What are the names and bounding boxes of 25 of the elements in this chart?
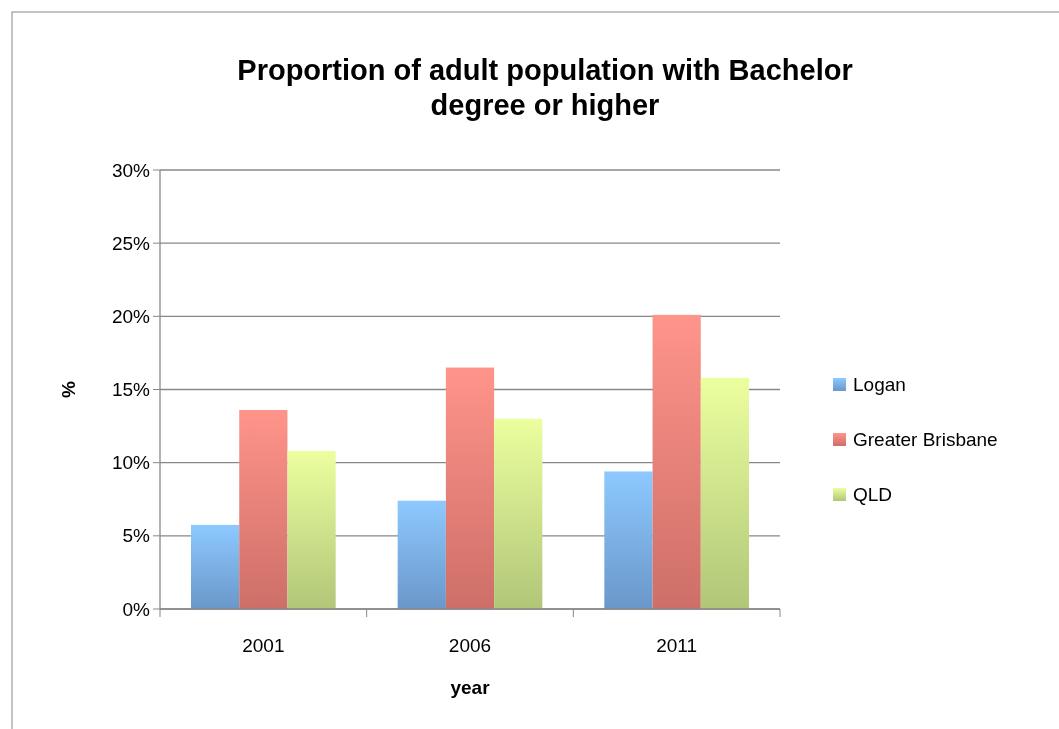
y-tick-label: 30% [111, 159, 151, 181]
bar [239, 409, 288, 609]
x-tick-label: 2006 [448, 635, 492, 656]
chart-title: Proportion of adult population with Bachelor degree or higher [237, 54, 853, 121]
y-tick-label: 15% [111, 379, 151, 401]
y-tick-label: 5% [122, 525, 151, 547]
y-tick-label: 20% [111, 305, 151, 327]
y-tick-label: 10% [111, 452, 151, 474]
x-axis-title: year [450, 677, 491, 698]
y-tick-label: 25% [111, 232, 151, 254]
y-axis-title: % [58, 380, 79, 398]
bar [191, 524, 240, 609]
legend-label: Greater Brisbane [853, 428, 998, 450]
bar [494, 418, 543, 609]
bar [700, 377, 749, 609]
bar [397, 500, 446, 609]
bar [652, 314, 701, 609]
legend-label: QLD [853, 483, 893, 505]
y-tick-label: 0% [122, 598, 151, 620]
bar [287, 450, 336, 609]
legend-label: Logan [853, 373, 906, 395]
x-tick-label: 2011 [656, 635, 698, 656]
x-tick-label: 2001 [242, 635, 285, 656]
bar [604, 471, 653, 609]
bar [445, 367, 495, 609]
